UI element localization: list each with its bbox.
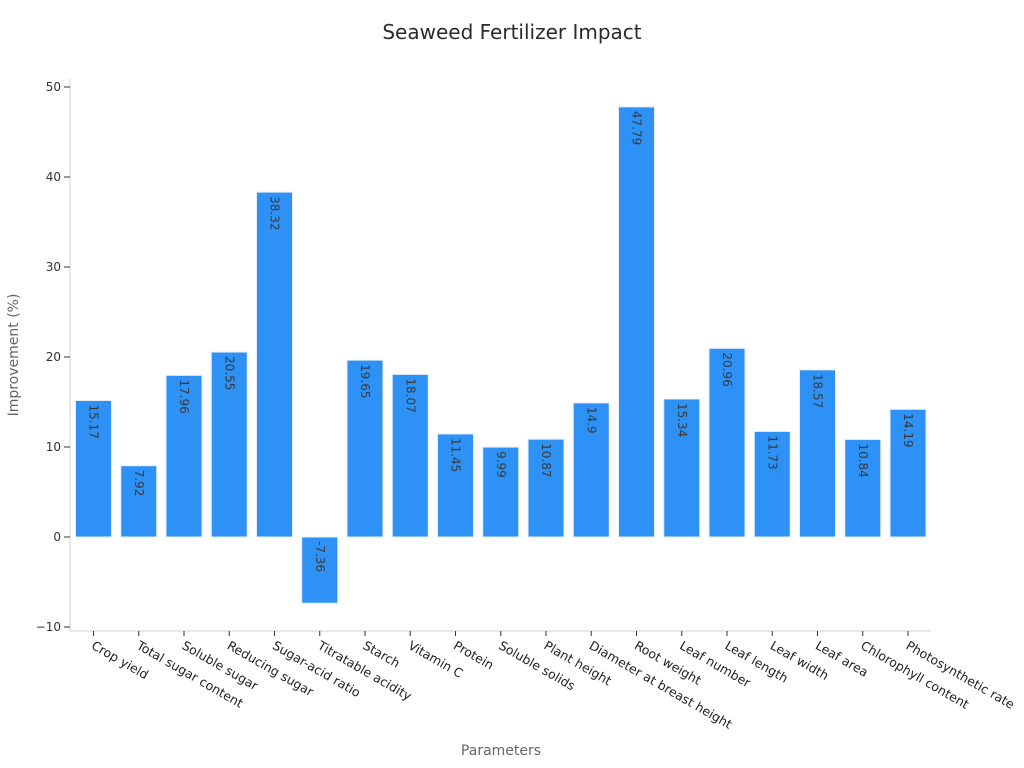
data-label: -7.36 [313, 541, 327, 572]
bar [301, 536, 339, 604]
bar [75, 399, 112, 538]
bar [572, 402, 610, 538]
data-label: 15.17 [87, 404, 101, 438]
bar [618, 106, 655, 538]
data-label: 10.84 [856, 443, 870, 477]
data-label: 19.65 [358, 364, 372, 398]
bar [799, 369, 836, 538]
data-label: 18.57 [811, 374, 825, 408]
y-tick-label: 50 [46, 80, 61, 94]
bar [120, 465, 158, 538]
y-tick-label: 0 [53, 530, 61, 544]
x-axis-title: Parameters [461, 743, 541, 759]
bar [165, 374, 203, 538]
data-label: 15.34 [675, 403, 689, 437]
data-label: 20.55 [222, 356, 236, 390]
y-axis-title: Improvement (%) [6, 294, 22, 417]
bar [346, 359, 384, 538]
bar [482, 446, 520, 538]
data-label: 17.96 [177, 379, 191, 413]
y-tick-label: −10 [36, 620, 61, 634]
y-tick-label: 40 [46, 170, 61, 184]
bar [437, 433, 474, 538]
bar [527, 438, 565, 538]
data-label: 14.19 [901, 413, 915, 447]
data-label: 11.73 [765, 435, 779, 469]
y-tick-label: 10 [46, 440, 61, 454]
bar [256, 191, 293, 538]
data-label: 11.45 [449, 438, 463, 472]
bar [663, 398, 701, 538]
data-label: 18.07 [403, 378, 417, 412]
chart-title: Seaweed Fertilizer Impact [382, 20, 641, 44]
bar [391, 373, 429, 538]
data-label: 20.96 [720, 352, 734, 386]
data-label: 38.32 [268, 196, 282, 230]
data-label: 10.87 [539, 443, 553, 477]
bar [708, 347, 746, 538]
bar [753, 430, 791, 538]
y-tick-label: 20 [46, 350, 61, 364]
bar [210, 351, 248, 538]
x-tick-label: Soluble solids [496, 638, 578, 694]
data-label: 47.79 [630, 111, 644, 145]
data-label: 14.9 [584, 407, 598, 434]
bar [889, 408, 927, 538]
bar [844, 438, 882, 538]
data-label: 9.99 [494, 451, 508, 478]
y-tick-label: 30 [46, 260, 61, 274]
data-label: 7.92 [132, 470, 146, 497]
